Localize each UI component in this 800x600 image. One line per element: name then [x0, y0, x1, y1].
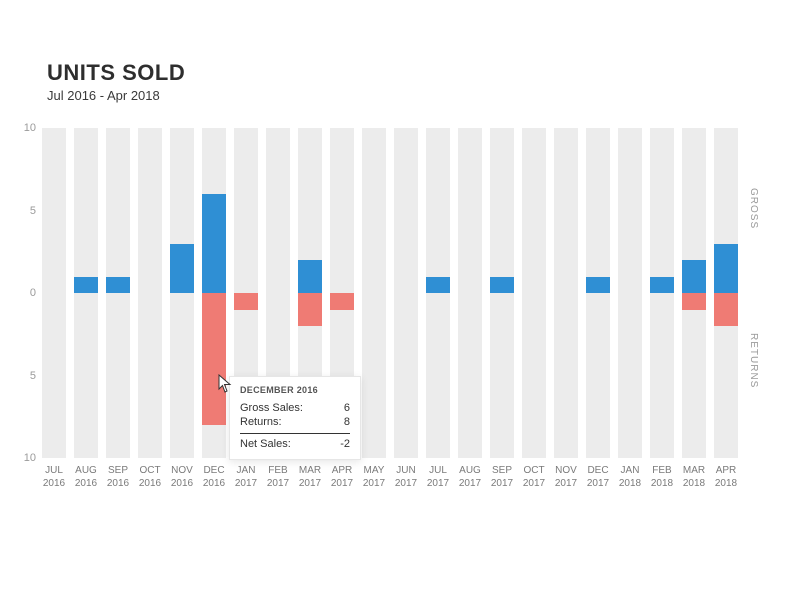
bar-gross[interactable]: [298, 260, 322, 293]
x-axis-label: SEP2017: [487, 464, 517, 490]
x-axis-label: MAY2017: [359, 464, 389, 490]
bar-slot[interactable]: [586, 128, 610, 458]
x-axis-label: FEB2017: [263, 464, 293, 490]
x-axis-label: AUG2017: [455, 464, 485, 490]
bar-slot[interactable]: [618, 128, 642, 458]
y-tick-label: 10: [24, 452, 36, 464]
bar-slot[interactable]: [170, 128, 194, 458]
x-axis-label: DEC2017: [583, 464, 613, 490]
y-tick-label: 5: [30, 205, 36, 217]
bar-returns[interactable]: [682, 293, 706, 310]
x-axis-label: SEP2016: [103, 464, 133, 490]
bar-slot[interactable]: [74, 128, 98, 458]
side-label-gross: GROSS: [748, 188, 759, 229]
tooltip-row-value: 8: [344, 416, 350, 428]
x-axis-label: JAN2018: [615, 464, 645, 490]
x-axis-label: FEB2018: [647, 464, 677, 490]
x-axis-label: AUG2016: [71, 464, 101, 490]
tooltip-row-label: Returns:: [240, 416, 282, 428]
bar-gross[interactable]: [682, 260, 706, 293]
bar-gross[interactable]: [650, 277, 674, 294]
tooltip-title: DECEMBER 2016: [240, 385, 350, 395]
bar-returns[interactable]: [714, 293, 738, 326]
side-label-returns: RETURNS: [748, 333, 759, 388]
bar-slot[interactable]: [522, 128, 546, 458]
tooltip-divider: [240, 433, 350, 434]
chart-subtitle: Jul 2016 - Apr 2018: [47, 88, 767, 103]
bar-gross[interactable]: [74, 277, 98, 294]
tooltip-row-label: Gross Sales:: [240, 402, 303, 414]
bar-slot[interactable]: [490, 128, 514, 458]
x-axis-label: DEC2016: [199, 464, 229, 490]
x-axis-label: NOV2017: [551, 464, 581, 490]
x-axis-label: JUL2016: [39, 464, 69, 490]
tooltip-row: Gross Sales: 6: [240, 401, 350, 415]
bar-gross[interactable]: [490, 277, 514, 294]
x-axis-label: JUL2017: [423, 464, 453, 490]
y-tick-label: 5: [30, 370, 36, 382]
x-axis-label: APR2018: [711, 464, 741, 490]
x-axis-label: OCT2016: [135, 464, 165, 490]
bar-gross[interactable]: [106, 277, 130, 294]
x-axis-label: JAN2017: [231, 464, 261, 490]
bar-slot[interactable]: [42, 128, 66, 458]
x-axis-label: OCT2017: [519, 464, 549, 490]
bar-slot[interactable]: [138, 128, 162, 458]
chart-plot: GROSS RETURNS 0510510JUL2016AUG2016SEP20…: [42, 128, 742, 458]
chart-header: UNITS SOLD Jul 2016 - Apr 2018: [47, 60, 767, 103]
tooltip: DECEMBER 2016 Gross Sales: 6 Returns: 8 …: [229, 376, 361, 460]
bar-slot[interactable]: [394, 128, 418, 458]
bar-slot[interactable]: [650, 128, 674, 458]
bar-slot[interactable]: [458, 128, 482, 458]
tooltip-net-label: Net Sales:: [240, 438, 291, 450]
bar-gross[interactable]: [586, 277, 610, 294]
tooltip-net-value: -2: [340, 438, 350, 450]
y-tick-label: 0: [30, 287, 36, 299]
tooltip-row: Returns: 8: [240, 415, 350, 429]
x-axis-label: MAR2018: [679, 464, 709, 490]
bar-returns[interactable]: [202, 293, 226, 425]
bar-gross[interactable]: [170, 244, 194, 294]
tooltip-row-value: 6: [344, 402, 350, 414]
bar-gross[interactable]: [202, 194, 226, 293]
bar-slot[interactable]: [106, 128, 130, 458]
bar-slot[interactable]: [362, 128, 386, 458]
chart-title: UNITS SOLD: [47, 60, 767, 86]
x-axis-label: JUN2017: [391, 464, 421, 490]
bar-returns[interactable]: [298, 293, 322, 326]
tooltip-net-row: Net Sales: -2: [240, 437, 350, 451]
x-axis-label: MAR2017: [295, 464, 325, 490]
x-axis-label: NOV2016: [167, 464, 197, 490]
bar-slot[interactable]: [554, 128, 578, 458]
y-tick-label: 10: [24, 122, 36, 134]
bar-gross[interactable]: [426, 277, 450, 294]
bar-returns[interactable]: [330, 293, 354, 310]
x-axis-label: APR2017: [327, 464, 357, 490]
bar-slot[interactable]: [426, 128, 450, 458]
bar-returns[interactable]: [234, 293, 258, 310]
bar-gross[interactable]: [714, 244, 738, 294]
